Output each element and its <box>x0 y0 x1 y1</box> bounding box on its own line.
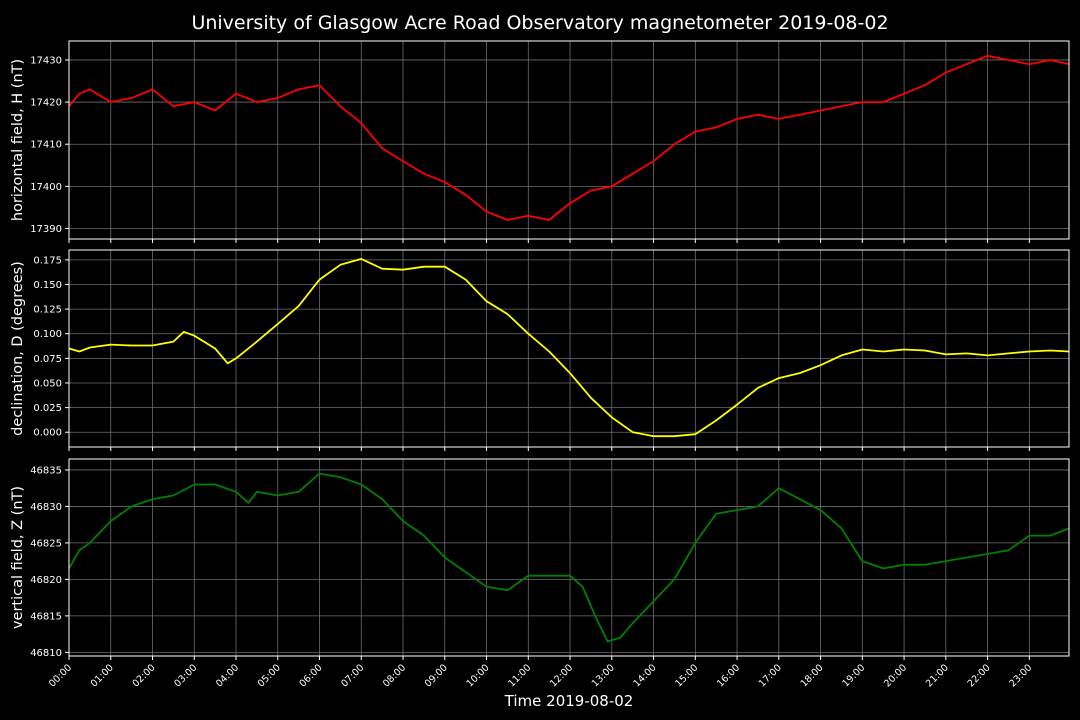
y-tick-label: 0.175 <box>33 255 62 266</box>
y-tick-label: 17420 <box>30 98 62 109</box>
declination-series-line <box>68 258 1070 438</box>
x-tick-label: 00:00 <box>47 662 74 689</box>
vertical-field-panel: 46810 46815 46820 46825 46830 46835 vertical f… <box>10 458 1070 660</box>
y-tick-label: 17390 <box>30 224 62 235</box>
x-axis-label: Time 2019-08-02 <box>504 692 634 710</box>
y-tick-label: 46835 <box>30 465 62 476</box>
y-tick-label: 0.025 <box>33 403 62 414</box>
y-tick-label: 17400 <box>30 182 62 193</box>
y-tick-label: 17430 <box>30 55 62 66</box>
y-tick-label: 0.150 <box>33 280 62 291</box>
x-tick-label: 09:00 <box>423 662 450 689</box>
y-tick-label: 0.125 <box>33 305 62 316</box>
y-tick-label: 0.075 <box>33 354 62 365</box>
y-tick-label: 46815 <box>30 611 62 622</box>
x-tick-label: 01:00 <box>89 662 116 689</box>
x-tick-label: 18:00 <box>799 662 826 689</box>
panels: 17390 17400 17410 17420 17430 horizontal fiel… <box>10 40 1070 660</box>
x-tick-label: 19:00 <box>840 662 867 689</box>
x-tick-label: 23:00 <box>1007 662 1034 689</box>
x-tick-label: 16:00 <box>715 662 742 689</box>
vertical-field-axes-frame <box>68 458 1070 657</box>
x-tick-label: 11:00 <box>506 662 533 689</box>
horizontal-field-axes-frame <box>68 40 1070 240</box>
x-tick-label: 03:00 <box>172 662 199 689</box>
y-tick-label: 46820 <box>30 575 62 586</box>
y-tick-label: 0.100 <box>33 329 62 340</box>
x-tick-label: 13:00 <box>590 662 617 689</box>
vertical-field-y-axis-label: vertical field, Z (nT) <box>10 486 26 629</box>
declination-y-axis-label: declination, D (degrees) <box>10 261 26 436</box>
x-tick-label: 22:00 <box>966 662 993 689</box>
x-tick-label: 04:00 <box>214 662 241 689</box>
horizontal-field-panel: 17390 17400 17410 17420 17430 horizontal fiel… <box>10 40 1070 243</box>
vertical-field-series-line <box>68 472 1070 643</box>
x-tick-label: 05:00 <box>256 662 283 689</box>
horizontal-field-y-axis-label: horizontal field, H (nT) <box>10 59 26 221</box>
x-axis: 00:00 01:00 02:00 03:00 04:00 05:00 06:00 07:00… <box>47 662 1034 689</box>
y-tick-label: 46830 <box>30 502 62 513</box>
y-tick-label: 0.000 <box>33 428 62 439</box>
x-tick-label: 21:00 <box>924 662 951 689</box>
x-tick-label: 14:00 <box>632 662 659 689</box>
declination-axes-frame <box>68 249 1070 448</box>
y-tick-label: 0.050 <box>33 378 62 389</box>
x-tick-label: 06:00 <box>297 662 324 689</box>
x-tick-label: 08:00 <box>381 662 408 689</box>
y-tick-label: 46825 <box>30 538 62 549</box>
x-tick-label: 15:00 <box>673 662 700 689</box>
declination-panel: 0.000 0.025 0.050 0.075 0.100 0.125 0.150 0.175… <box>10 249 1070 451</box>
x-tick-label: 12:00 <box>548 662 575 689</box>
y-tick-label: 46810 <box>30 648 62 659</box>
x-tick-label: 07:00 <box>339 662 366 689</box>
chart-title: University of Glasgow Acre Road Observat… <box>191 12 888 34</box>
y-tick-label: 17410 <box>30 140 62 151</box>
x-tick-label: 17:00 <box>757 662 784 689</box>
horizontal-field-series-line <box>68 54 1070 221</box>
x-tick-label: 10:00 <box>465 662 492 689</box>
x-tick-label: 20:00 <box>882 662 909 689</box>
x-tick-label: 02:00 <box>130 662 157 689</box>
